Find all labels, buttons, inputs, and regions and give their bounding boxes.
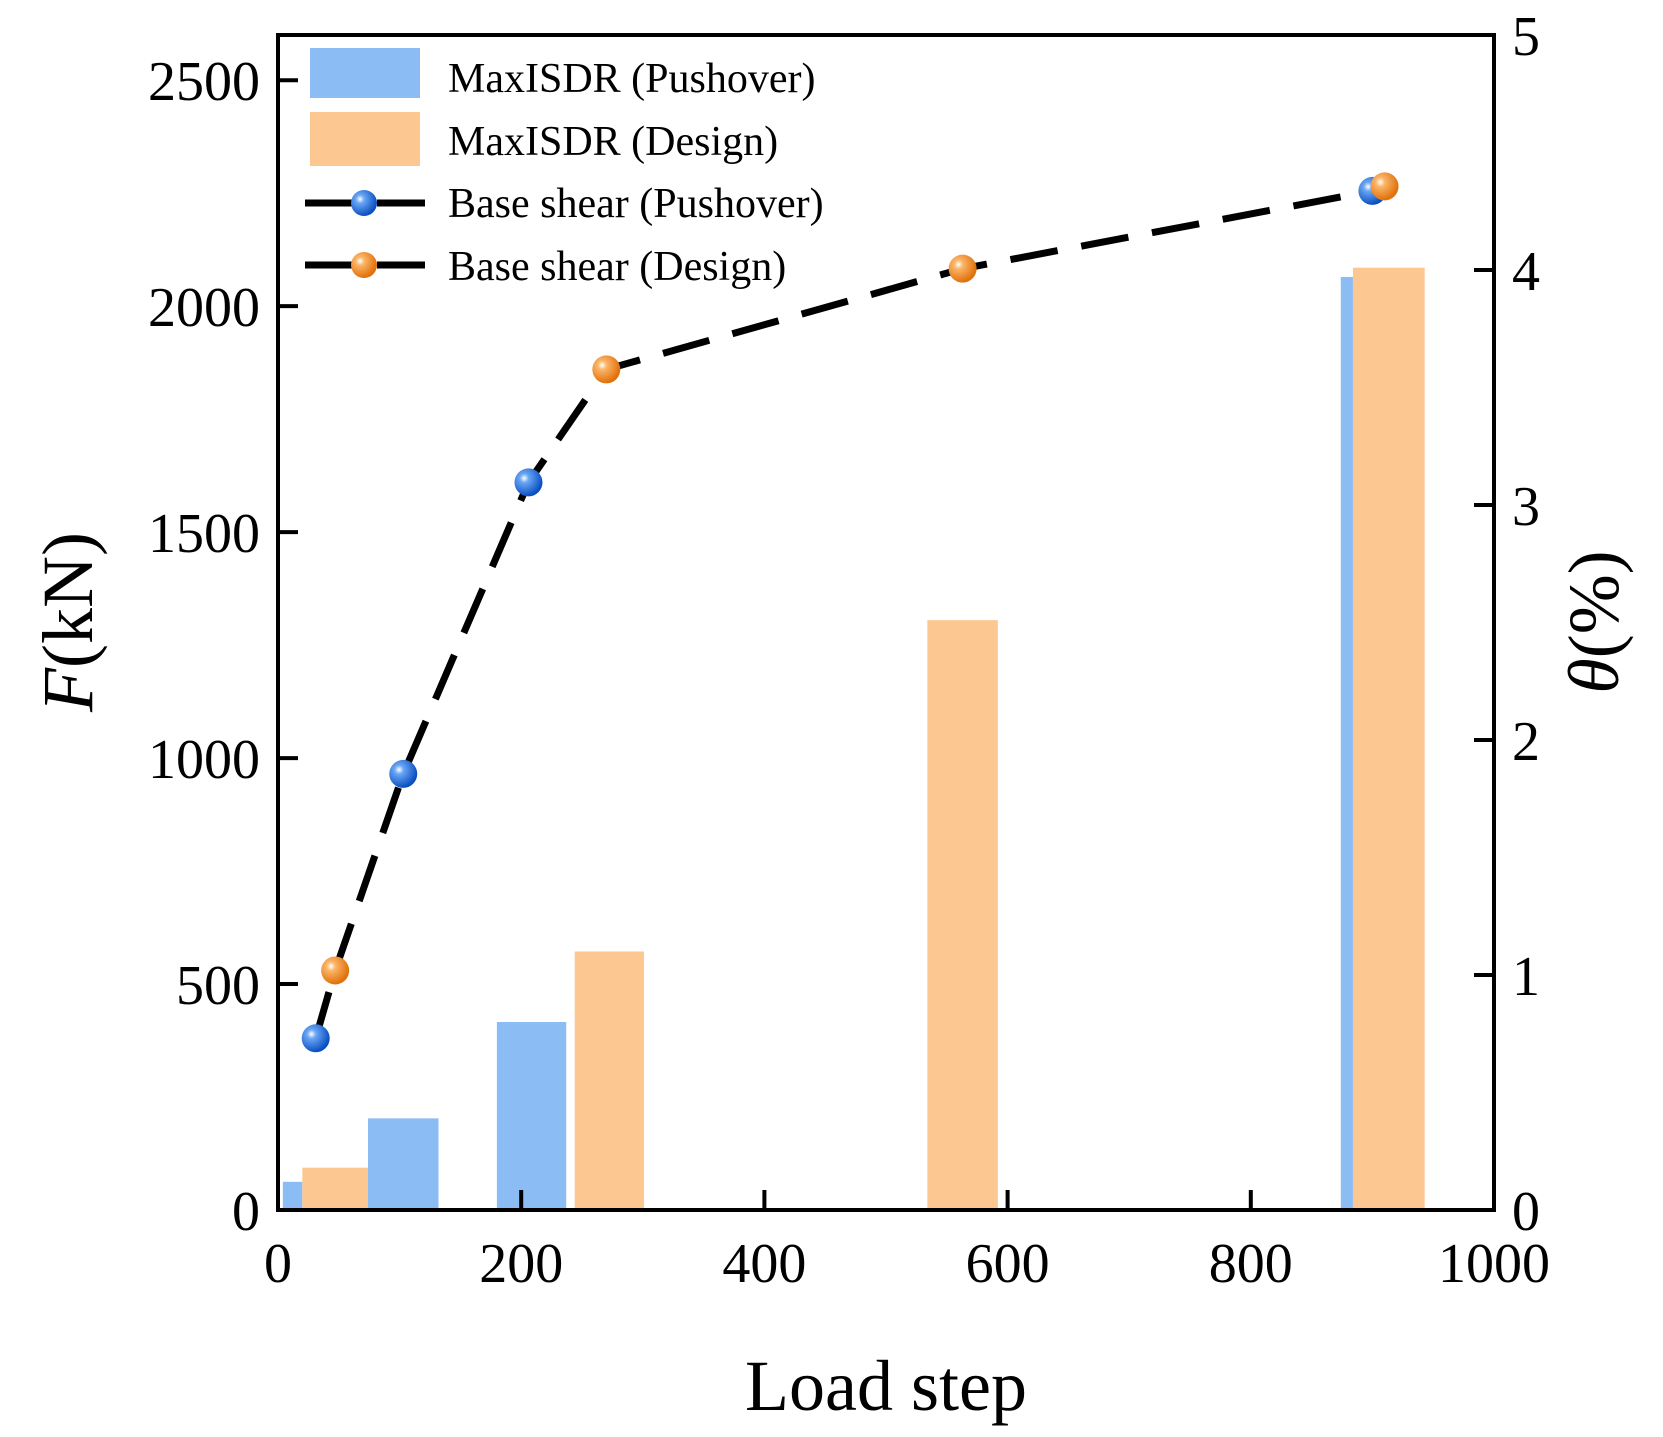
y-axis-title-unit: (kN) <box>28 532 108 668</box>
line-layer <box>312 183 1386 1040</box>
bar-pushover-2 <box>496 1022 567 1210</box>
bar-design-2 <box>927 620 998 1210</box>
bar-design-3 <box>1352 267 1425 1210</box>
legend-label-design-line: Base shear (Design) <box>448 244 786 290</box>
legend-label-pushover-line: Base shear (Pushover) <box>448 181 824 227</box>
bar-pushover-3 <box>1340 277 1353 1210</box>
marker-pushover-0 <box>301 1024 330 1053</box>
y2-tick-label-3: 3 <box>1512 476 1540 538</box>
y2-tick-label-4: 4 <box>1512 241 1540 303</box>
plot-frame <box>276 33 1496 1212</box>
x-tick-label-1: 200 <box>479 1233 563 1295</box>
y2-tick-label-0: 0 <box>1512 1181 1540 1243</box>
x-tick-label-5: 1000 <box>1438 1233 1550 1295</box>
y-tick-label-1: 500 <box>176 955 260 1017</box>
marker-pushover-2 <box>514 468 543 497</box>
y-tick-label-3: 1500 <box>148 503 260 565</box>
markers-layer <box>301 172 1399 1053</box>
y2-axis-title: θ(%) <box>1554 550 1634 693</box>
bars-layer <box>282 267 1425 1210</box>
y-tick-label-0: 0 <box>232 1181 260 1243</box>
y2-tick-label-1: 1 <box>1512 946 1540 1008</box>
bar-design-1 <box>574 951 645 1210</box>
y2-tick-label-2: 2 <box>1512 711 1540 773</box>
y-axis-title-symbol: F <box>28 667 108 713</box>
ticks-layer: 0 200 400 600 800 100005001000150020002500012… <box>148 6 1550 1295</box>
bar-design-0 <box>302 1167 368 1210</box>
legend-swatch-pushover-bar <box>310 48 420 98</box>
bar-pushover-1 <box>367 1118 439 1210</box>
marker-design-0 <box>321 956 350 985</box>
legend: MaxISDR (Pushover) MaxISDR (Design) Base… <box>305 48 824 290</box>
legend-marker-design <box>351 252 377 278</box>
y-axis-title: F(kN) <box>28 532 108 713</box>
x-tick-label-4: 800 <box>1209 1233 1293 1295</box>
marker-design-2 <box>948 254 977 283</box>
legend-swatch-design-bar <box>310 112 420 166</box>
x-tick-label-3: 600 <box>966 1233 1050 1295</box>
bar-pushover-0 <box>282 1181 303 1210</box>
x-tick-label-2: 400 <box>722 1233 806 1295</box>
marker-design-3 <box>1370 172 1399 201</box>
base-shear-dashed-line <box>312 183 1386 1040</box>
y-tick-label-2: 1000 <box>148 729 260 791</box>
marker-design-1 <box>592 355 621 384</box>
y2-axis-title-symbol: θ <box>1554 658 1634 693</box>
y-tick-label-4: 2000 <box>148 277 260 339</box>
legend-label-design-bar: MaxISDR (Design) <box>448 119 778 165</box>
marker-pushover-1 <box>389 759 418 788</box>
y2-axis-title-unit: (%) <box>1554 550 1634 658</box>
y-tick-label-5: 2500 <box>148 51 260 113</box>
legend-label-pushover-bar: MaxISDR (Pushover) <box>448 56 815 102</box>
x-tick-label-0: 0 <box>264 1233 292 1295</box>
legend-marker-pushover <box>351 190 377 216</box>
y2-tick-label-5: 5 <box>1512 6 1540 68</box>
x-axis-title: Load step <box>745 1346 1027 1426</box>
